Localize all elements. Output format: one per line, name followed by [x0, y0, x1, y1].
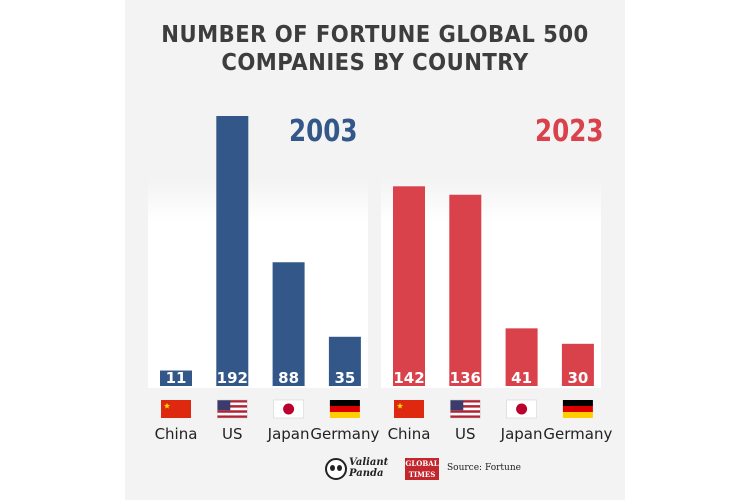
data-label-2023-us: 136: [450, 369, 481, 387]
infographic-card: NUMBER OF FORTUNE GLOBAL 500 COMPANIES B…: [125, 0, 625, 500]
flag-us-2003-stripe: [217, 415, 248, 418]
category-label-2003-us: US: [222, 425, 243, 443]
gt-logo-text-1: GLOBAL: [405, 459, 439, 468]
flag-us-2003-stripe: [217, 405, 248, 408]
gt-logo-text-2: TIMES: [408, 470, 436, 479]
flag-us-2023-stripe: [450, 412, 481, 416]
flag-us-2023-stripe: [450, 400, 481, 403]
flag-china-2023-star: [396, 402, 404, 409]
data-label-2023-china: 142: [393, 369, 424, 387]
data-label-2003-japan: 88: [278, 369, 299, 387]
chart-title-line1: NUMBER OF FORTUNE GLOBAL 500: [161, 22, 589, 48]
chart-title-line2: COMPANIES BY COUNTRY: [221, 50, 529, 76]
flag-china-2003-star: [163, 402, 171, 409]
flag-germany-2003-red: [329, 406, 360, 412]
data-label-2003-germany: 35: [334, 369, 355, 387]
data-label-2023-germany: 30: [567, 369, 588, 387]
bar-2003-us: [216, 116, 249, 386]
bar-2003-china: [160, 370, 192, 386]
flag-us-2003-stripe: [217, 410, 248, 413]
bar-2023-us: [449, 194, 482, 386]
data-label-2003-us: 192: [217, 369, 248, 387]
category-label-2003-germany: Germany: [310, 425, 379, 443]
flag-us-2003-stripe: [217, 407, 248, 411]
flag-us-2023-stripe: [450, 410, 481, 413]
panda-logo-icon: [325, 458, 347, 480]
category-label-2023-us: US: [455, 425, 476, 443]
category-label-2023-china: China: [388, 425, 431, 443]
bar-2003-germany: [328, 336, 361, 386]
bar-2023-japan: [505, 328, 538, 386]
flag-china-2023-icon: [394, 400, 424, 418]
flag-us-2023-stripe: [450, 405, 481, 408]
flag-us-2003-stripe: [217, 402, 248, 406]
flag-us-2003-stripe: [217, 400, 248, 403]
valiant-logo-text-1: Valiant: [349, 457, 389, 468]
bar-2023-china: [393, 186, 425, 386]
year-label-2023: 2023: [534, 114, 603, 149]
flag-germany-2003-icon: [329, 400, 360, 406]
category-label-2003-japan: Japan: [267, 425, 310, 443]
flag-china-2003-icon: [161, 400, 191, 418]
flag-germany-2023-gold: [562, 412, 593, 418]
flag-us-2023-stripe: [450, 402, 481, 406]
source-note: Source: Fortune: [447, 463, 521, 473]
flag-us-2003-icon: [217, 399, 248, 419]
valiant-panda-logo: Valiant Panda: [349, 457, 388, 479]
data-label-2003-china: 11: [166, 369, 187, 387]
flag-us-2003-stripe: [217, 412, 248, 416]
bar-2023-germany: [561, 343, 594, 386]
flag-japan-2023-disc: [516, 403, 528, 415]
data-label-2023-japan: 41: [511, 369, 532, 387]
category-label-2023-germany: Germany: [543, 425, 612, 443]
footer: Valiant Panda GLOBAL TIMES Source: Fortu…: [325, 457, 525, 482]
category-label-2003-china: China: [155, 425, 198, 443]
year-label-2003: 2003: [288, 114, 357, 149]
flag-germany-2023-red: [562, 406, 593, 412]
category-label-2023-japan: Japan: [500, 425, 543, 443]
global-times-logo: GLOBAL TIMES: [405, 458, 439, 480]
flag-germany-2023-icon: [562, 400, 593, 406]
flag-us-2023-icon: [450, 399, 481, 419]
valiant-logo-text-2: Panda: [349, 468, 384, 479]
flag-us-2023-stripe: [450, 407, 481, 411]
bar-2003-japan: [272, 262, 305, 386]
bar-charts: 11 China 192 US 88 Japan 35 Germany 142 China 136 U…: [155, 116, 612, 443]
flag-us-2003-canton: [217, 400, 231, 411]
flag-us-2023-canton: [450, 400, 464, 411]
flag-germany-2003-gold: [329, 412, 360, 418]
flag-japan-2003-disc: [283, 403, 295, 415]
flag-us-2023-stripe: [450, 415, 481, 418]
